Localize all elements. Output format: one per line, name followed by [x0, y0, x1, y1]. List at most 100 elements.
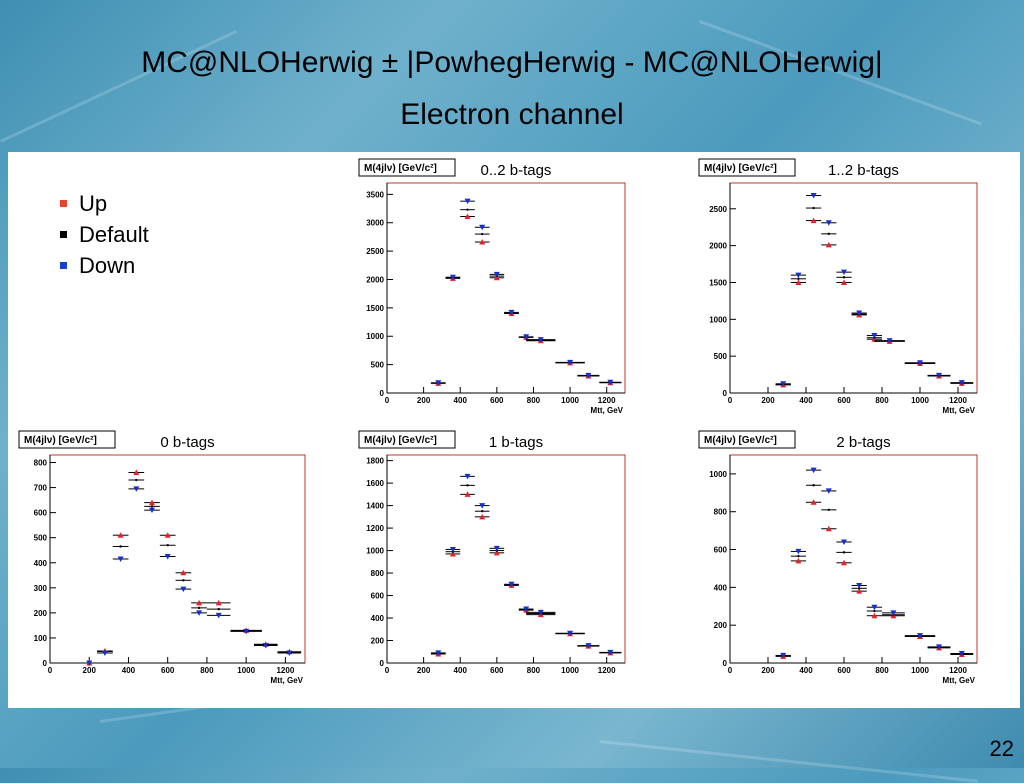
x-tick-label: 600: [161, 666, 175, 675]
chart-0-btags: M(4jlν) [GeV/c²] 0 b-tags 0 200 400 600 800 100…: [18, 430, 306, 685]
marker-down: [936, 644, 942, 650]
marker-down: [841, 269, 847, 276]
x-tick-label: 600: [837, 666, 851, 675]
x-tick-label: 0: [728, 396, 733, 405]
marker-down: [86, 660, 93, 666]
marker-down: [825, 220, 832, 226]
marker-default: [797, 554, 800, 558]
page-number: 22: [989, 736, 1014, 761]
data-point-down: [599, 379, 622, 386]
x-tick-label: 0: [385, 666, 390, 675]
x-tick-label: 400: [122, 666, 136, 675]
marker-down: [810, 467, 817, 474]
marker-down: [810, 193, 817, 199]
chart-title: 1..2 b-tags: [828, 162, 899, 179]
x-tick-label: 400: [454, 666, 468, 675]
data-point-up: [821, 241, 837, 248]
marker-down: [890, 610, 897, 616]
legend: Up Default Down: [60, 188, 149, 281]
x-tick-label: 600: [490, 396, 504, 405]
y-tick-label: 800: [714, 508, 728, 517]
marker-down: [149, 507, 155, 514]
x-tick-label: 0: [385, 396, 390, 405]
data-point-up: [806, 499, 822, 505]
ylabel: M(4jlν) [GeV/c²]: [704, 435, 777, 446]
chart-title: 0 b-tags: [160, 434, 214, 451]
marker-down: [508, 581, 515, 588]
data-point-up: [474, 513, 490, 520]
data-point-default: [159, 544, 176, 547]
legend-item-up: Up: [60, 188, 149, 219]
x-tick-label: 1000: [561, 396, 579, 405]
data-point-down: [821, 488, 837, 494]
marker-down: [493, 271, 500, 278]
x-tick-label: 800: [527, 396, 541, 405]
data-point-down: [806, 467, 822, 474]
legend-label-up: Up: [79, 190, 108, 216]
marker-down: [464, 198, 471, 205]
marker-up: [149, 499, 155, 506]
marker-down: [537, 337, 544, 343]
data-point-default: [460, 484, 475, 487]
marker-default: [182, 579, 185, 582]
marker-down: [101, 650, 108, 656]
x-tick-label: 400: [799, 396, 813, 405]
marker-down: [508, 309, 515, 316]
marker-default: [135, 478, 138, 482]
data-point-up: [445, 550, 461, 557]
ylabel-frame: [358, 158, 456, 177]
x-tick-label: 1200: [598, 666, 616, 675]
data-point-down: [526, 609, 556, 616]
marker-up: [841, 559, 847, 566]
xlabel: Mtt, GeV: [591, 406, 624, 415]
legend-marker-up: [60, 200, 67, 207]
chart-2-btags: M(4jlν) [GeV/c²] 2 b-tags 0 200 400 600 800 100…: [698, 430, 978, 685]
marker-down: [523, 606, 530, 613]
data-point-up: [489, 274, 505, 281]
ylabel-box: M(4jlν) [GeV/c²]: [358, 430, 456, 449]
data-point-up: [460, 213, 475, 219]
marker-default: [217, 607, 220, 611]
marker-down: [856, 582, 863, 589]
ylabel-frame: [18, 430, 116, 449]
marker-up: [795, 557, 802, 564]
marker-default: [842, 276, 846, 279]
data-point-down: [175, 586, 192, 593]
marker-up: [856, 588, 863, 594]
data-point-up: [806, 217, 822, 224]
marker-down: [117, 556, 124, 562]
y-tick-label: 700: [34, 484, 48, 493]
data-point-down: [950, 380, 974, 386]
y-tick-label: 400: [714, 583, 728, 592]
y-tick-label: 2500: [366, 247, 384, 256]
y-tick-label: 0: [380, 659, 385, 668]
marker-down: [607, 649, 614, 656]
ylabel: M(4jlν) [GeV/c²]: [364, 163, 437, 174]
plot-frame: [386, 454, 626, 664]
marker-down: [958, 651, 965, 657]
data-point-down: [927, 644, 951, 650]
data-point-down: [904, 633, 936, 639]
data-point-down: [821, 220, 837, 226]
y-tick-label: 3000: [366, 219, 384, 228]
chart-1-2-btags: M(4jlν) [GeV/c²] 1..2 b-tags 0 200 400 600 800…: [698, 158, 978, 415]
ylabel-frame: [698, 430, 796, 449]
ylabel-box: M(4jlν) [GeV/c²]: [18, 430, 116, 449]
background-streak: [599, 740, 978, 783]
x-tick-label: 600: [490, 666, 504, 675]
x-tick-label: 200: [417, 666, 431, 675]
x-tick-label: 1200: [949, 666, 967, 675]
data-point-up: [790, 279, 806, 285]
data-point-down: [790, 548, 806, 555]
data-point-down: [836, 269, 852, 276]
marker-default: [119, 545, 122, 548]
marker-down: [449, 546, 456, 553]
data-point-down: [460, 473, 475, 480]
y-tick-label: 600: [714, 546, 728, 555]
y-tick-label: 200: [34, 609, 48, 618]
x-tick-label: 200: [83, 666, 97, 675]
data-point-up: [836, 559, 852, 566]
marker-down: [585, 643, 592, 649]
data-point-default: [790, 554, 806, 558]
data-point-down: [504, 309, 519, 316]
